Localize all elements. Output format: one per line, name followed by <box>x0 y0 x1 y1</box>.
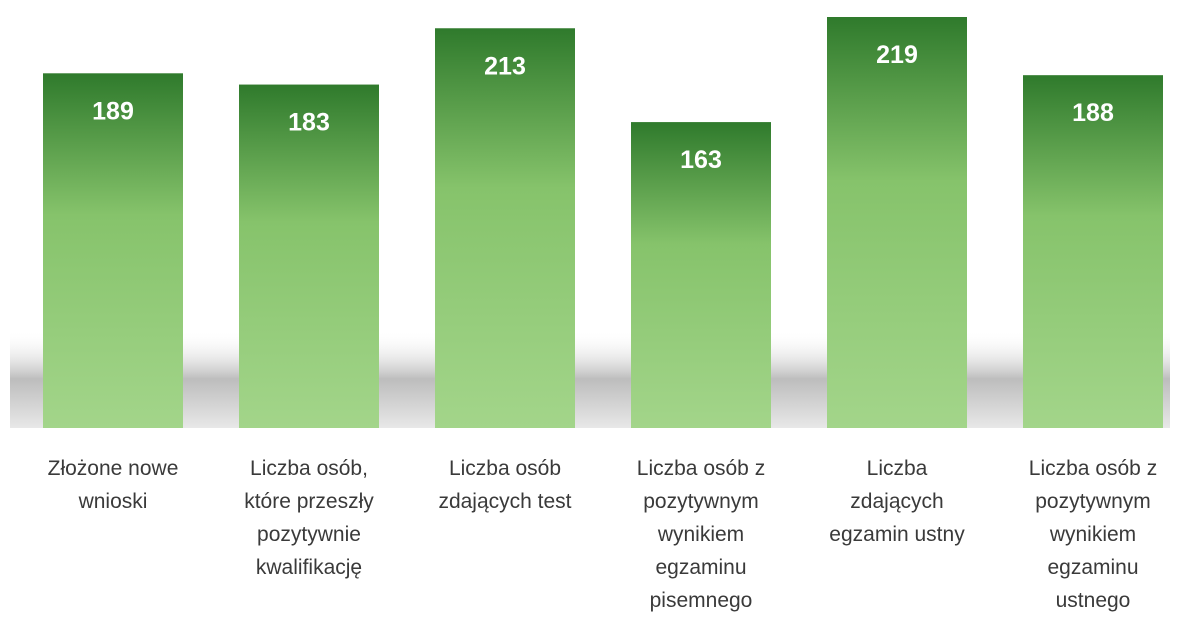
category-label: Liczba osób zdających test <box>438 457 572 513</box>
category-label: Liczba osób z pozytywnym wynikiem egzami… <box>1028 457 1158 612</box>
bar <box>435 28 575 428</box>
bar <box>1023 75 1163 428</box>
bar <box>239 84 379 428</box>
bar <box>827 17 967 428</box>
value-label: 219 <box>876 41 918 69</box>
category-label: Liczba osób z pozytywnym wynikiem egzami… <box>636 457 766 612</box>
floor-shadow <box>10 330 1170 428</box>
category-label: Liczba osób, które przeszły pozytywnie k… <box>244 457 374 579</box>
category-label: Liczba zdających egzamin ustny <box>829 457 965 546</box>
bar <box>43 73 183 429</box>
value-label: 213 <box>484 52 526 80</box>
value-label: 183 <box>288 109 330 137</box>
value-label: 188 <box>1072 99 1114 127</box>
value-label: 163 <box>680 146 722 174</box>
bar <box>631 122 771 429</box>
value-label: 189 <box>92 97 134 125</box>
category-label: Złożone nowe wnioski <box>47 457 179 513</box>
